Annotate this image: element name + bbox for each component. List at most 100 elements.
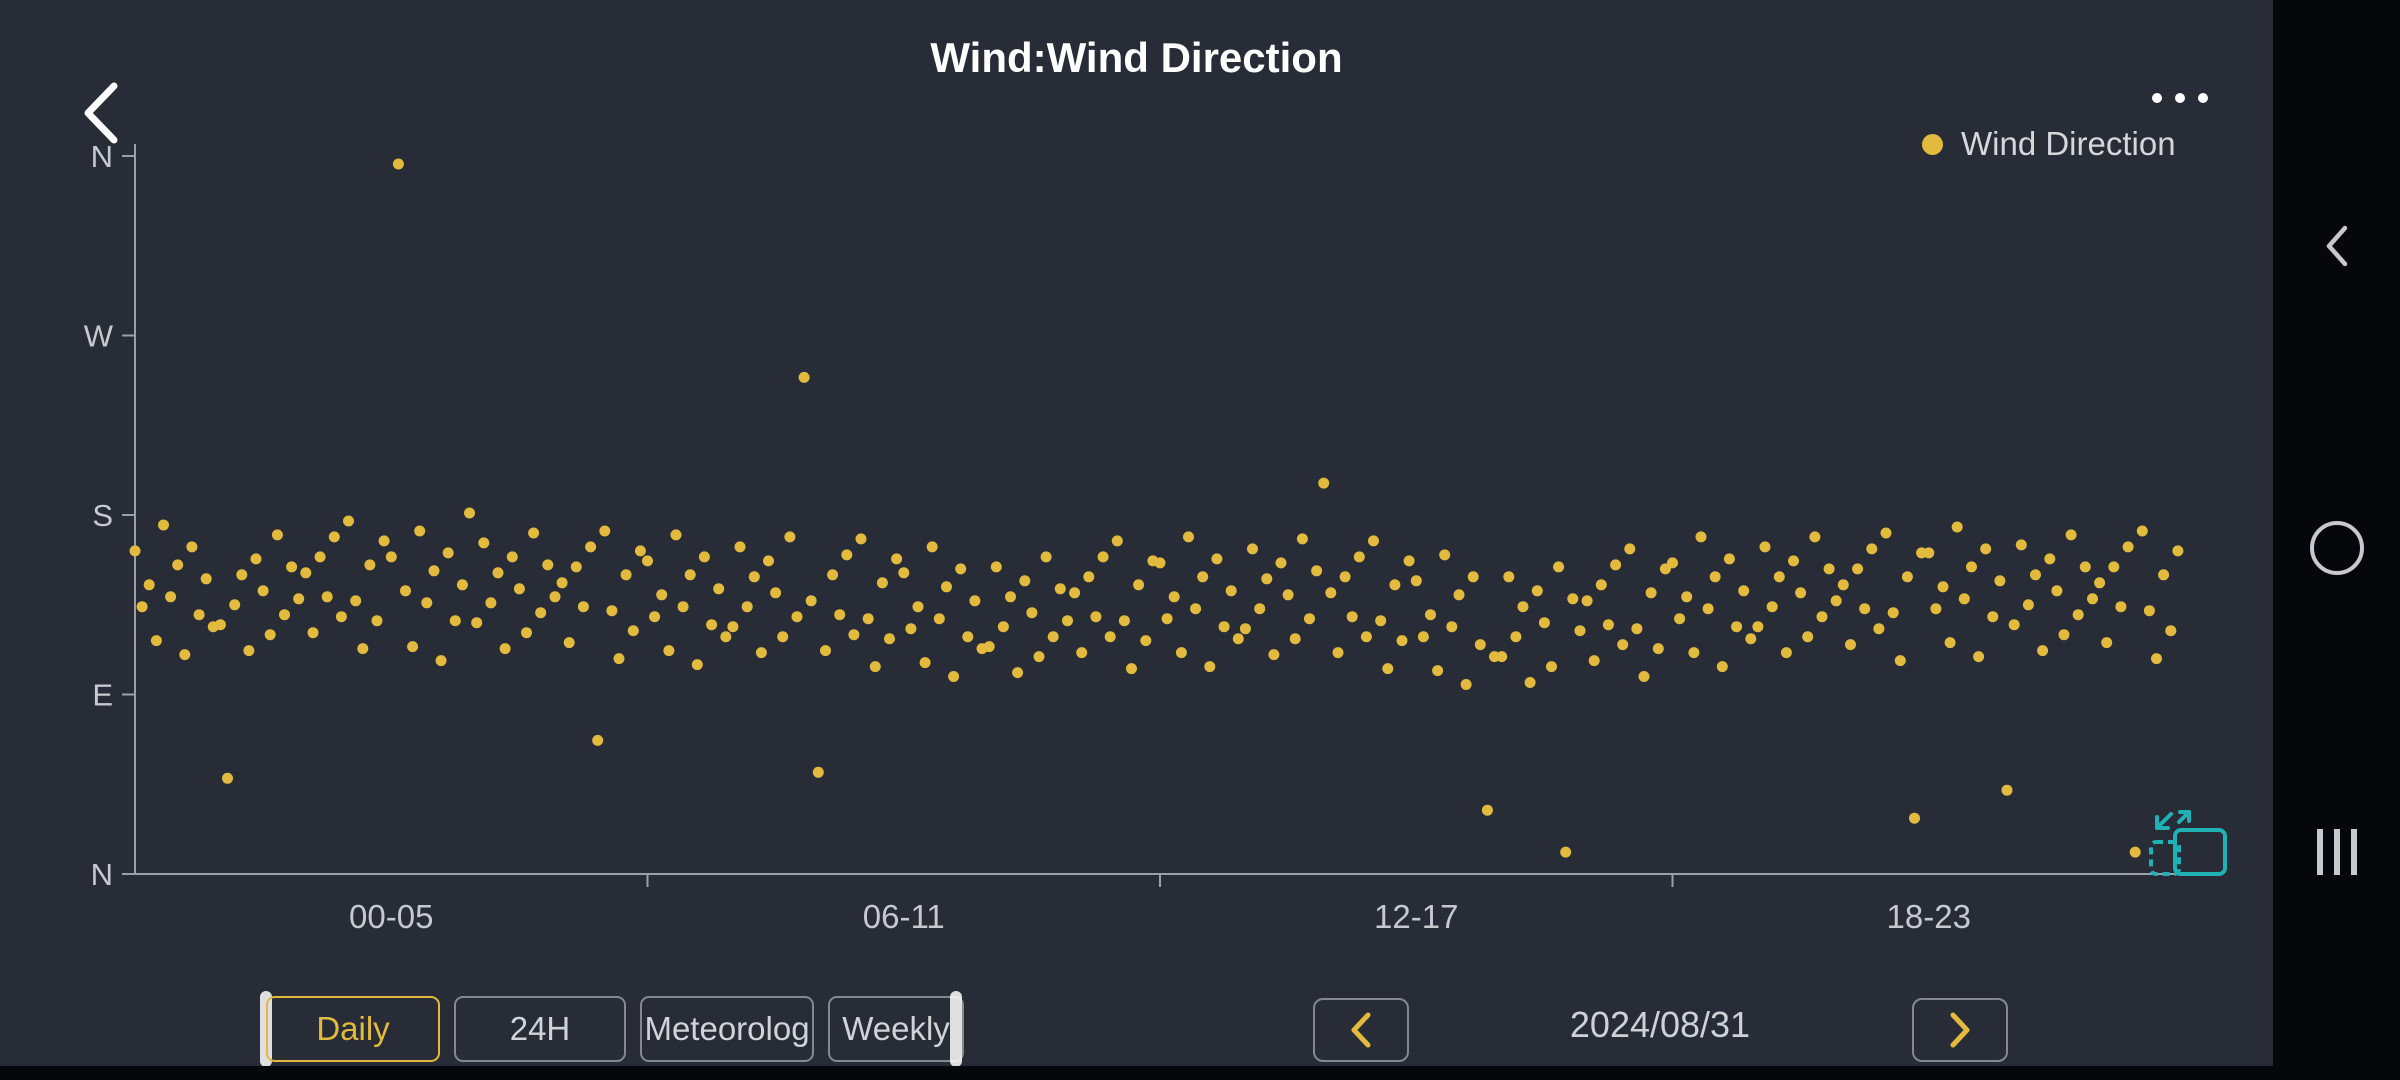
scatter-point[interactable]	[1816, 611, 1828, 623]
scatter-point[interactable]	[1425, 609, 1436, 621]
scatter-point[interactable]	[955, 563, 967, 575]
scatter-point[interactable]	[1389, 579, 1401, 591]
scatter-point[interactable]	[1033, 651, 1045, 663]
scatter-point[interactable]	[400, 585, 411, 597]
scatter-point[interactable]	[464, 507, 475, 519]
scatter-point[interactable]	[820, 645, 831, 657]
scatter-point[interactable]	[1161, 613, 1173, 625]
scatter-point[interactable]	[713, 583, 725, 595]
scatter-point[interactable]	[748, 571, 760, 583]
scatter-point[interactable]	[2087, 593, 2098, 605]
scatter-point[interactable]	[1254, 603, 1266, 615]
scatter-point[interactable]	[1467, 571, 1479, 583]
scatter-point[interactable]	[478, 537, 490, 549]
scatter-point[interactable]	[1481, 804, 1493, 816]
scatter-point[interactable]	[1282, 589, 1294, 601]
scatter-point[interactable]	[1937, 581, 1949, 593]
scatter-point[interactable]	[1368, 535, 1379, 547]
scatter-point[interactable]	[335, 611, 347, 623]
scatter-point[interactable]	[1154, 557, 1166, 569]
scatter-point[interactable]	[570, 561, 582, 573]
scatter-point[interactable]	[1780, 647, 1792, 659]
wind-direction-chart[interactable]: N W S E N 00-05 06-11 12-17 18-23	[0, 0, 2273, 1000]
scatter-point[interactable]	[1474, 639, 1486, 651]
scatter-point[interactable]	[2122, 541, 2134, 553]
scatter-point[interactable]	[1403, 555, 1415, 567]
scatter-point[interactable]	[1645, 587, 1657, 599]
scatter-point[interactable]	[2065, 529, 2077, 541]
scatter-point[interactable]	[1104, 631, 1116, 643]
scatter-point[interactable]	[542, 559, 554, 571]
tab-meteorological[interactable]: Meteorolog	[640, 996, 814, 1062]
scatter-point[interactable]	[1446, 621, 1458, 633]
scatter-point[interactable]	[2136, 525, 2148, 537]
scatter-point[interactable]	[1567, 593, 1579, 605]
scatter-point[interactable]	[2172, 545, 2184, 557]
scatter-point[interactable]	[862, 613, 874, 625]
scatter-point[interactable]	[1111, 535, 1123, 547]
scatter-point[interactable]	[1809, 531, 1821, 543]
scatter-point[interactable]	[200, 573, 212, 585]
scatter-point[interactable]	[257, 585, 269, 597]
scatter-point[interactable]	[1723, 553, 1735, 565]
scatter-point[interactable]	[620, 569, 632, 581]
scatter-point[interactable]	[172, 559, 184, 571]
scatter-point[interactable]	[1332, 647, 1344, 659]
scatter-point[interactable]	[385, 551, 397, 563]
scatter-point[interactable]	[271, 529, 283, 541]
scatter-point[interactable]	[663, 645, 675, 657]
scatter-point[interactable]	[2022, 599, 2034, 611]
scatter-point[interactable]	[606, 605, 618, 617]
scatter-point[interactable]	[969, 595, 981, 607]
scatter-point[interactable]	[456, 579, 468, 591]
scatter-point[interactable]	[229, 599, 241, 611]
scatter-point[interactable]	[1795, 587, 1807, 599]
scatter-point[interactable]	[1546, 661, 1557, 673]
scatter-point[interactable]	[1510, 631, 1522, 643]
scatter-point[interactable]	[1958, 593, 1970, 605]
scatter-point[interactable]	[2072, 609, 2084, 621]
scatter-point[interactable]	[250, 553, 262, 565]
scatter-point[interactable]	[1353, 551, 1365, 563]
scatter-point[interactable]	[962, 631, 974, 643]
scatter-point[interactable]	[1531, 585, 1543, 597]
scatter-point[interactable]	[492, 567, 504, 579]
tab-weekly[interactable]: Weekly	[828, 996, 964, 1062]
scatter-point[interactable]	[933, 613, 945, 625]
scatter-point[interactable]	[1318, 477, 1330, 489]
scatter-point[interactable]	[1204, 661, 1216, 673]
scatter-point[interactable]	[1538, 617, 1550, 629]
scatter-point[interactable]	[1987, 611, 1999, 623]
scatter-point[interactable]	[243, 645, 255, 657]
scatter-point[interactable]	[2030, 569, 2041, 581]
scatter-point[interactable]	[1709, 571, 1721, 583]
scatter-point[interactable]	[1759, 541, 1771, 553]
scatter-point[interactable]	[1837, 579, 1849, 591]
scatter-point[interactable]	[1339, 571, 1351, 583]
scatter-point[interactable]	[1980, 543, 1992, 555]
scatter-point[interactable]	[513, 583, 525, 595]
scatter-point[interactable]	[1994, 575, 2006, 587]
scatter-point[interactable]	[1773, 571, 1785, 583]
scatter-point[interactable]	[941, 581, 952, 593]
scatter-point[interactable]	[1012, 667, 1024, 679]
scatter-point[interactable]	[1652, 643, 1664, 655]
scatter-point[interactable]	[1674, 613, 1686, 625]
scatter-point[interactable]	[1118, 615, 1130, 627]
scatter-point[interactable]	[2044, 553, 2056, 565]
scatter-point[interactable]	[577, 601, 589, 613]
scatter-point[interactable]	[1738, 585, 1750, 597]
scatter-point[interactable]	[193, 609, 205, 621]
nav-recents-button[interactable]	[2273, 822, 2400, 882]
scatter-point[interactable]	[1681, 591, 1693, 603]
tab-daily[interactable]: Daily	[266, 996, 440, 1062]
scatter-point[interactable]	[136, 601, 148, 613]
scatter-plot[interactable]: N W S E N 00-05 06-11 12-17 18-23	[0, 0, 2273, 1000]
scatter-point[interactable]	[684, 569, 696, 581]
scatter-point[interactable]	[1901, 571, 1913, 583]
scatter-point[interactable]	[2151, 653, 2162, 665]
scatter-point[interactable]	[1802, 631, 1814, 643]
scatter-point[interactable]	[2165, 625, 2177, 637]
scatter-point[interactable]	[442, 547, 454, 559]
scatter-point[interactable]	[599, 525, 611, 537]
